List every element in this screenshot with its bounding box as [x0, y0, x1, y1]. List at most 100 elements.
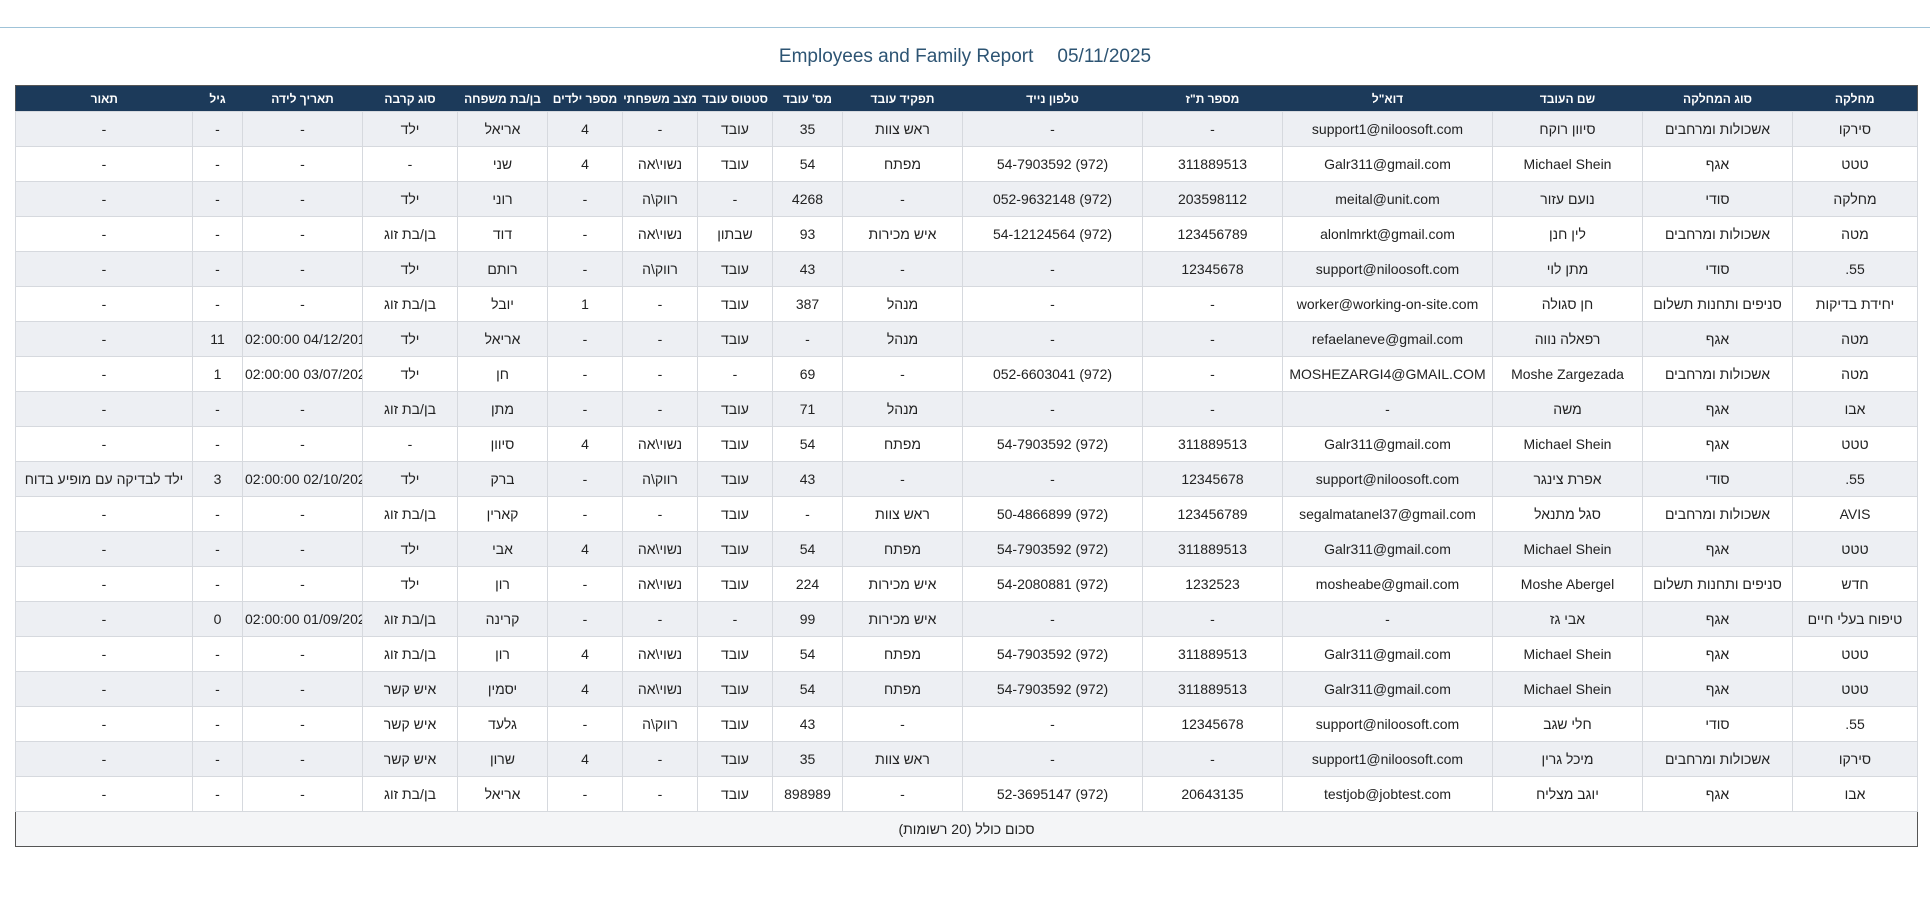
cell: אריאל: [457, 111, 548, 147]
cell: 93: [772, 216, 843, 252]
cell: -: [962, 286, 1143, 322]
cell: אגף: [1642, 146, 1793, 182]
cell: 0: [192, 601, 243, 637]
cell: -: [242, 111, 363, 147]
cell: -: [547, 356, 623, 392]
table-row: AVIS אשכולות ומרחבים סגל מתנאל segalmatanel…: [15, 496, 1918, 532]
table-row: יחידת בדיקות סניפים ותחנות תשלום חן סגולה w…: [15, 286, 1918, 322]
cell: נשוי\אה: [622, 426, 698, 462]
cell: 54: [772, 671, 843, 707]
cell: 4: [547, 531, 623, 567]
cell: -: [547, 496, 623, 532]
cell: ילד: [362, 461, 458, 497]
cell: קרינה: [457, 601, 548, 637]
cell: 43: [772, 461, 843, 497]
cell: 1232523: [1142, 566, 1283, 602]
cell: 4: [547, 636, 623, 672]
cell: מתן לוי: [1492, 251, 1643, 287]
cell: 12345678: [1142, 461, 1283, 497]
cell: איש קשר: [362, 741, 458, 777]
cell: בן/בת זוג: [362, 391, 458, 427]
cell: סניפים ותחנות תשלום: [1642, 286, 1793, 322]
cell: -: [622, 286, 698, 322]
cell: 1: [192, 356, 243, 392]
cell: 02:00:00 03/07/2024: [242, 356, 363, 392]
cell: -: [15, 216, 193, 252]
cell: נשוי\אה: [622, 216, 698, 252]
cell: עובד: [697, 321, 773, 357]
cell: -: [242, 531, 363, 567]
cell: 311889513: [1142, 531, 1283, 567]
cell: מטה: [1792, 321, 1918, 357]
cell: עובד: [697, 636, 773, 672]
cell: אשכולות ומרחבים: [1642, 496, 1793, 532]
cell: אפרת צינגר: [1492, 461, 1643, 497]
cell: משה: [1492, 391, 1643, 427]
cell: Galr311@gmail.com: [1282, 531, 1493, 567]
cell: support1@niloosoft.com: [1282, 741, 1493, 777]
cell: -: [242, 216, 363, 252]
cell: 3: [192, 461, 243, 497]
cell: טטט: [1792, 636, 1918, 672]
cell: אשכולות ומרחבים: [1642, 216, 1793, 252]
cell: Michael Shein: [1492, 671, 1643, 707]
cell: -: [1142, 741, 1283, 777]
cell: 54-7903592 (972): [962, 636, 1143, 672]
footer-row: סכום כולל (20 רשומות): [15, 811, 1918, 847]
cell: מחלקה: [1792, 181, 1918, 217]
cell: -: [547, 461, 623, 497]
cell: -: [242, 286, 363, 322]
cell: מטה: [1792, 216, 1918, 252]
cell: 54: [772, 531, 843, 567]
table-row: .55 סודי אפרת צינגר support@niloosoft.com 12…: [15, 461, 1918, 497]
column-header: מחלקה: [1792, 85, 1918, 112]
table-row: .55 סודי מתן לוי support@niloosoft.com 12345…: [15, 251, 1918, 287]
cell: Michael Shein: [1492, 636, 1643, 672]
cell: -: [242, 776, 363, 812]
cell: -: [842, 461, 963, 497]
cell: -: [192, 776, 243, 812]
cell: -: [842, 181, 963, 217]
cell: 54-2080881 (972): [962, 566, 1143, 602]
cell: דוד: [457, 216, 548, 252]
cell: אגף: [1642, 636, 1793, 672]
cell: קארין: [457, 496, 548, 532]
column-header: תפקיד עובד: [842, 85, 963, 112]
cell: -: [242, 251, 363, 287]
cell: -: [15, 636, 193, 672]
cell: -: [962, 391, 1143, 427]
cell: alonlmrkt@gmail.com: [1282, 216, 1493, 252]
cell: .55: [1792, 706, 1918, 742]
cell: -: [1142, 286, 1283, 322]
cell: ילד: [362, 251, 458, 287]
cell: -: [192, 531, 243, 567]
cell: -: [15, 566, 193, 602]
cell: -: [15, 146, 193, 182]
cell: מתן: [457, 391, 548, 427]
cell: -: [15, 671, 193, 707]
cell: -: [192, 671, 243, 707]
cell: סגל מתנאל: [1492, 496, 1643, 532]
cell: מנהל: [842, 391, 963, 427]
cell: Moshe Zargezada: [1492, 356, 1643, 392]
column-header: גיל: [192, 85, 243, 112]
cell: -: [842, 356, 963, 392]
cell: עובד: [697, 391, 773, 427]
cell: נשוי\אה: [622, 636, 698, 672]
cell: Galr311@gmail.com: [1282, 671, 1493, 707]
cell: -: [192, 706, 243, 742]
cell: 311889513: [1142, 636, 1283, 672]
cell: רווק\ה: [622, 251, 698, 287]
cell: נועם עזור: [1492, 181, 1643, 217]
cell: -: [697, 181, 773, 217]
cell: 4: [547, 671, 623, 707]
cell: עובד: [697, 706, 773, 742]
cell: -: [15, 181, 193, 217]
cell: -: [1282, 601, 1493, 637]
cell: ילד לבדיקה עם מופיע בדוח: [15, 461, 193, 497]
cell: mosheabe@gmail.com: [1282, 566, 1493, 602]
cell: בן/בת זוג: [362, 601, 458, 637]
cell: Galr311@gmail.com: [1282, 426, 1493, 462]
cell: איש קשר: [362, 671, 458, 707]
